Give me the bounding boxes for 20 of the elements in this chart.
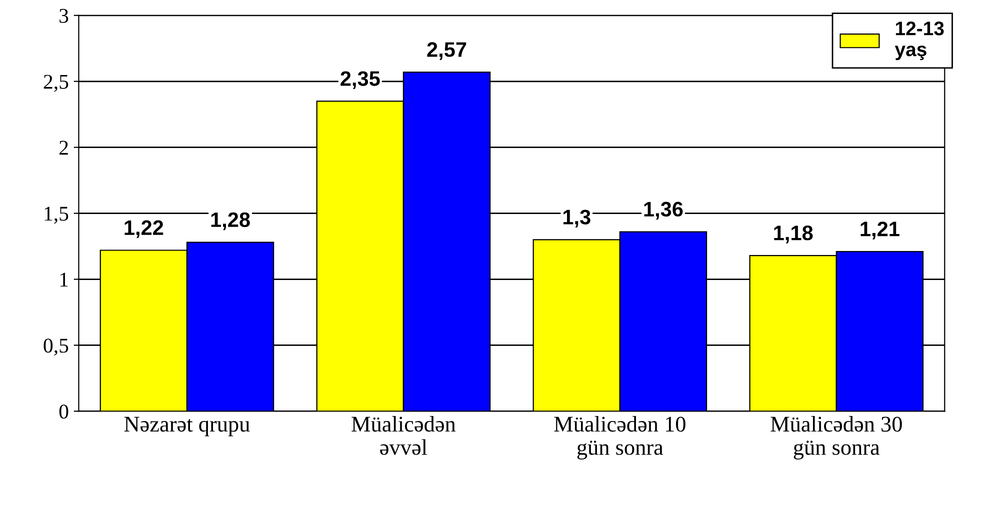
y-tick-label: 3 xyxy=(60,8,68,23)
data-label: 1,28 xyxy=(211,212,250,230)
data-label: 1,3 xyxy=(563,210,590,228)
data-label: 2,57 xyxy=(427,42,466,60)
data-label: 1,22 xyxy=(124,220,164,238)
x-tick-label: Müalicədən 10 gün sonra xyxy=(554,416,686,460)
y-tick-label: 0,5 xyxy=(44,338,68,356)
data-label: 1,36 xyxy=(644,202,683,220)
y-tick-label: 1 xyxy=(60,272,68,286)
x-tick-label: Nəzarət qrupu xyxy=(124,416,250,436)
x-tick-label: Müalicədən əvvəl xyxy=(352,416,456,455)
x-tick-label: Müalicədən 30 gün sonra xyxy=(770,416,902,460)
y-tick-label: 1,5 xyxy=(44,206,68,224)
y-tick-label: 2 xyxy=(59,140,68,155)
data-label: 1,18 xyxy=(774,226,813,244)
data-label: 1,21 xyxy=(860,222,900,240)
legend-label: 12-13 yaş xyxy=(894,22,944,60)
data-label: 2,35 xyxy=(340,71,380,89)
y-tick-label: 0 xyxy=(59,404,68,419)
y-tick-label: 2,5 xyxy=(44,74,68,92)
